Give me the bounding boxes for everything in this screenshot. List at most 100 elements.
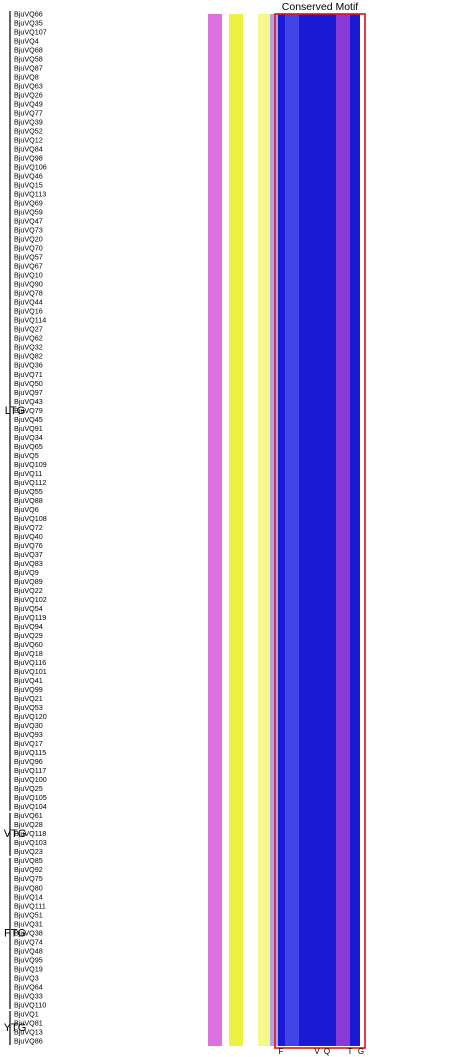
magenta-column [208, 14, 222, 1046]
sequence-name: BjuVQ59 [14, 208, 43, 217]
sequence-name: BjuVQ17 [14, 739, 43, 748]
sequence-name: BjuVQ78 [14, 289, 43, 298]
sequence-name: BjuVQ58 [14, 54, 43, 63]
sequence-name: BjuVQ3 [14, 973, 39, 982]
sequence-name: BjuVQ12 [14, 136, 43, 145]
sequence-name: BjuVQ21 [14, 694, 43, 703]
sequence-name: BjuVQ120 [14, 712, 47, 721]
sequence-name: BjuVQ35 [14, 18, 43, 27]
sequence-name: BjuVQ71 [14, 370, 43, 379]
sequence-name: BjuVQ16 [14, 307, 43, 316]
group-label: YTG [4, 1022, 27, 1034]
yellow-column [258, 14, 270, 1046]
group-label: VTG [4, 828, 27, 840]
sequence-name: BjuVQ18 [14, 649, 43, 658]
consensus-residue: T [348, 1047, 353, 1056]
sequence-name: BjuVQ20 [14, 235, 43, 244]
sequence-name: BjuVQ69 [14, 199, 43, 208]
sequence-name: BjuVQ40 [14, 532, 43, 541]
sequence-name: BjuVQ51 [14, 910, 43, 919]
sequence-name: BjuVQ115 [14, 748, 46, 757]
sequence-name: BjuVQ108 [14, 514, 47, 523]
sequence-name: BjuVQ52 [14, 127, 43, 136]
sequence-name: BjuVQ13 [14, 1027, 43, 1036]
sequence-name: BjuVQ102 [14, 595, 47, 604]
motif-title: Conserved Motif [282, 1, 359, 13]
sequence-name: BjuVQ67 [14, 262, 43, 271]
sequence-name: BjuVQ98 [14, 154, 43, 163]
sequence-name: BjuVQ79 [14, 406, 43, 415]
sequence-name: BjuVQ6 [14, 505, 39, 514]
sequence-name: BjuVQ66 [14, 9, 43, 18]
sequence-name: BjuVQ29 [14, 631, 43, 640]
sequence-name: BjuVQ76 [14, 541, 43, 550]
sequence-name: BjuVQ49 [14, 99, 43, 108]
sequence-name: BjuVQ82 [14, 352, 43, 361]
sequence-name: BjuVQ100 [14, 775, 47, 784]
blue-column [285, 14, 299, 1046]
sequence-name: BjuVQ50 [14, 379, 43, 388]
sequence-name: BjuVQ26 [14, 90, 43, 99]
sequence-name: BjuVQ33 [14, 991, 43, 1000]
group-label: LTG [5, 405, 26, 417]
consensus-residue: G [358, 1047, 364, 1056]
sequence-name: BjuVQ113 [14, 190, 46, 199]
sequence-name: BjuVQ77 [14, 109, 43, 118]
sequence-name: BjuVQ75 [14, 874, 43, 883]
sequence-name: BjuVQ15 [14, 181, 43, 190]
sequence-name: BjuVQ39 [14, 118, 43, 127]
sequence-name: BjuVQ89 [14, 577, 43, 586]
magenta-column [336, 14, 350, 1046]
sequence-name: BjuVQ112 [14, 478, 46, 487]
sequence-name: BjuVQ84 [14, 145, 43, 154]
sequence-name: BjuVQ28 [14, 820, 43, 829]
sequence-name: BjuVQ31 [14, 919, 43, 928]
sequence-name: BjuVQ61 [14, 811, 43, 820]
sequence-name: BjuVQ4 [14, 36, 39, 45]
sequence-name: BjuVQ73 [14, 226, 43, 235]
sequence-name: BjuVQ5 [14, 451, 39, 460]
consensus-residue: F [279, 1047, 284, 1056]
sequence-name: BjuVQ91 [14, 424, 43, 433]
sequence-name: BjuVQ87 [14, 63, 43, 72]
sequence-name: BjuVQ72 [14, 523, 43, 532]
sequence-name: BjuVQ94 [14, 622, 43, 631]
sequence-name: BjuVQ111 [14, 901, 46, 910]
sequence-name: BjuVQ83 [14, 559, 43, 568]
sequence-name: BjuVQ104 [14, 802, 47, 811]
sequence-name: BjuVQ88 [14, 496, 43, 505]
sequence-name: BjuVQ41 [14, 676, 43, 685]
sequence-name: BjuVQ74 [14, 937, 43, 946]
sequence-name: BjuVQ37 [14, 550, 43, 559]
sequence-name: BjuVQ53 [14, 703, 43, 712]
sequence-name: BjuVQ48 [14, 946, 43, 955]
sequence-name: BjuVQ45 [14, 415, 43, 424]
sequence-name: BjuVQ46 [14, 172, 43, 181]
sequence-name: BjuVQ105 [14, 793, 47, 802]
sequence-name: BjuVQ10 [14, 271, 43, 280]
sequence-name: BjuVQ22 [14, 586, 43, 595]
group-label: FTG [4, 927, 26, 939]
sequence-name: BjuVQ92 [14, 865, 43, 874]
sequence-name: BjuVQ101 [14, 667, 47, 676]
sequence-name: BjuVQ14 [14, 892, 43, 901]
sequence-name: BjuVQ57 [14, 253, 43, 262]
sequence-name: BjuVQ109 [14, 460, 47, 469]
yellow-column [229, 14, 243, 1046]
sequence-name: BjuVQ34 [14, 433, 43, 442]
sequence-name: BjuVQ118 [14, 829, 46, 838]
sequence-name: BjuVQ70 [14, 244, 43, 253]
sequence-name: BjuVQ60 [14, 640, 43, 649]
sequence-name: BjuVQ47 [14, 217, 43, 226]
sequence-name: BjuVQ110 [14, 1000, 46, 1009]
sequence-name: BjuVQ64 [14, 982, 43, 991]
sequence-name: BjuVQ19 [14, 964, 43, 973]
sequence-name: BjuVQ44 [14, 298, 43, 307]
sequence-name: BjuVQ86 [14, 1036, 43, 1045]
sequence-name: BjuVQ38 [14, 928, 43, 937]
sequence-name: BjuVQ65 [14, 442, 43, 451]
sequence-name: BjuVQ95 [14, 955, 43, 964]
sequence-name: BjuVQ99 [14, 685, 43, 694]
sequence-name: BjuVQ97 [14, 388, 43, 397]
sequence-name: BjuVQ27 [14, 325, 43, 334]
